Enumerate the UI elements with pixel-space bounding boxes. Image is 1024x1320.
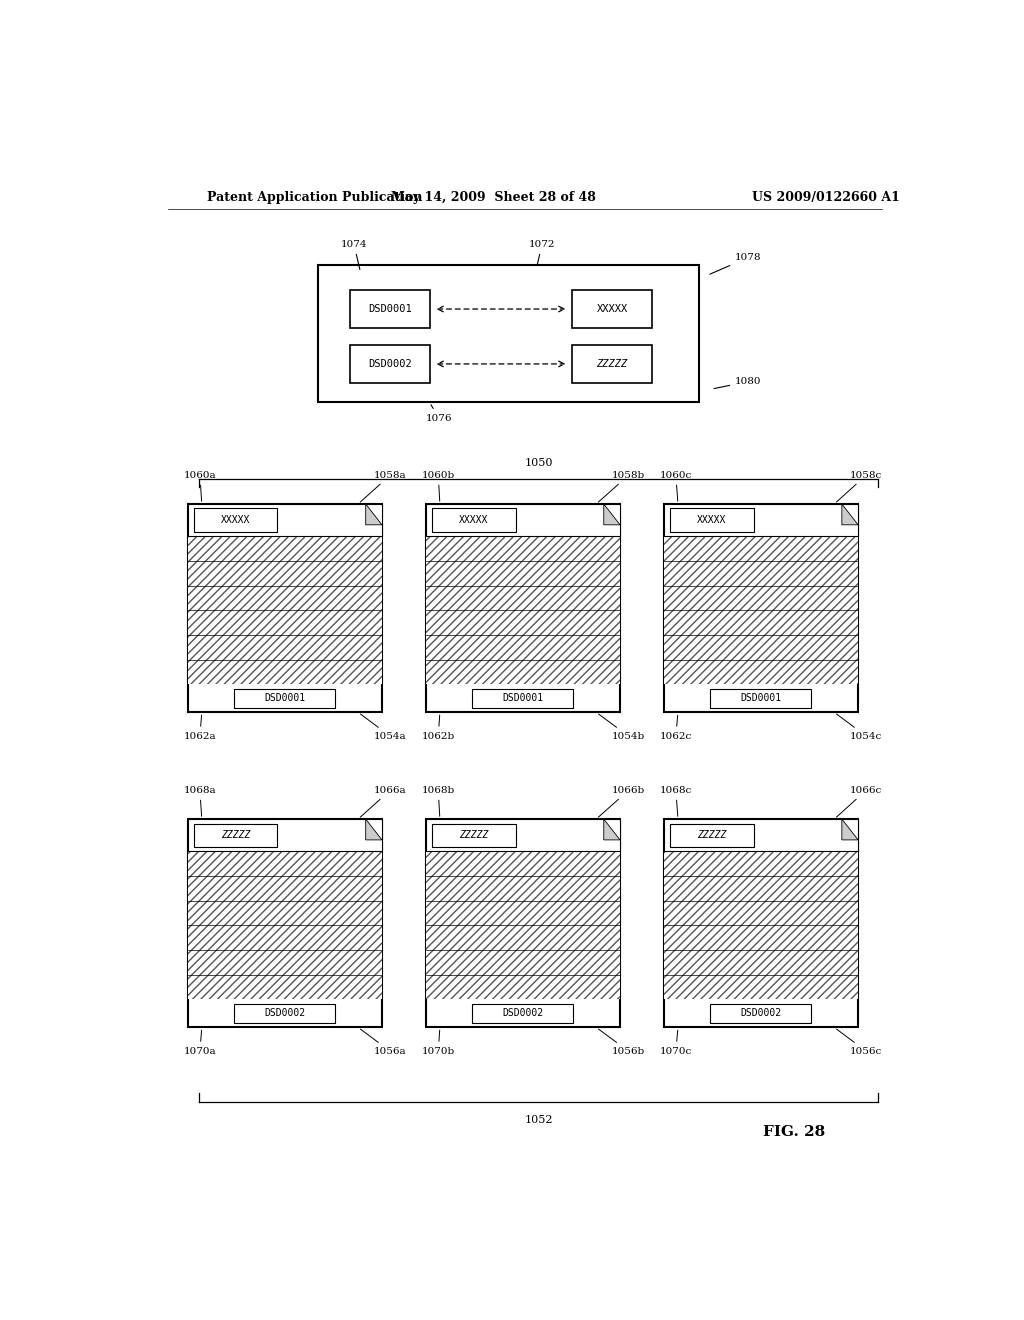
Text: FIG. 28: FIG. 28	[763, 1125, 825, 1139]
Text: XXXXX: XXXXX	[459, 515, 488, 525]
Text: 1058b: 1058b	[598, 470, 645, 502]
Bar	[350, 289, 430, 329]
Bar	[234, 1003, 335, 1023]
Bar	[187, 536, 382, 684]
Bar	[194, 824, 278, 847]
Text: 1070b: 1070b	[422, 1030, 455, 1056]
Text: ZZZZZ: ZZZZZ	[459, 830, 488, 841]
Text: XXXXX: XXXXX	[697, 515, 726, 525]
Bar	[318, 265, 699, 403]
Bar	[426, 851, 621, 999]
Text: DSD0001: DSD0001	[264, 693, 305, 704]
Bar	[426, 504, 621, 536]
Text: 1066c: 1066c	[837, 785, 883, 817]
Text: XXXXX: XXXXX	[221, 515, 250, 525]
Text: ZZZZZ: ZZZZZ	[221, 830, 250, 841]
Bar	[187, 818, 382, 1027]
Bar	[670, 508, 754, 532]
Text: ZZZZZ: ZZZZZ	[697, 830, 726, 841]
Text: 1058a: 1058a	[360, 470, 407, 502]
Text: 1070c: 1070c	[659, 1030, 692, 1056]
Text: 1070a: 1070a	[183, 1030, 216, 1056]
Bar	[234, 689, 335, 708]
Text: 1066a: 1066a	[360, 785, 407, 817]
Text: Patent Application Publication: Patent Application Publication	[207, 190, 423, 203]
Text: DSD0001: DSD0001	[368, 304, 412, 314]
Text: 1054c: 1054c	[837, 714, 883, 741]
Polygon shape	[604, 504, 620, 525]
Text: 1056a: 1056a	[360, 1030, 407, 1056]
Text: 1060c: 1060c	[659, 470, 692, 502]
Text: 1058c: 1058c	[837, 470, 883, 502]
Text: 1054b: 1054b	[598, 714, 645, 741]
Text: DSD0002: DSD0002	[368, 359, 412, 368]
Bar	[664, 851, 858, 999]
Polygon shape	[842, 818, 858, 840]
Text: US 2009/0122660 A1: US 2009/0122660 A1	[753, 190, 900, 203]
Text: May 14, 2009  Sheet 28 of 48: May 14, 2009 Sheet 28 of 48	[390, 190, 596, 203]
Polygon shape	[366, 818, 382, 840]
Text: DSD0001: DSD0001	[740, 693, 781, 704]
Text: 1074: 1074	[341, 240, 368, 269]
Text: 1052: 1052	[524, 1115, 553, 1125]
Text: 1060a: 1060a	[183, 470, 216, 502]
Text: 1060b: 1060b	[422, 470, 455, 502]
Bar	[187, 504, 382, 713]
Bar	[187, 851, 382, 999]
Bar	[670, 824, 754, 847]
Bar	[426, 504, 621, 713]
Text: 1076: 1076	[426, 405, 453, 422]
Bar	[472, 1003, 573, 1023]
Bar	[350, 345, 430, 383]
Text: DSD0001: DSD0001	[502, 693, 544, 704]
Text: XXXXX: XXXXX	[596, 304, 628, 314]
Text: 1072: 1072	[528, 240, 555, 264]
Text: DSD0002: DSD0002	[502, 1008, 544, 1018]
Bar	[187, 818, 382, 851]
Bar	[664, 818, 858, 851]
Bar	[711, 1003, 811, 1023]
Bar	[426, 818, 621, 1027]
Text: ZZZZZ: ZZZZZ	[596, 359, 628, 368]
Text: 1054a: 1054a	[360, 714, 407, 741]
Bar	[187, 504, 382, 536]
Text: 1062b: 1062b	[422, 715, 455, 741]
Polygon shape	[604, 818, 620, 840]
Text: DSD0002: DSD0002	[740, 1008, 781, 1018]
Text: 1056c: 1056c	[837, 1030, 883, 1056]
Text: 1068c: 1068c	[659, 785, 692, 816]
Text: 1056b: 1056b	[598, 1030, 645, 1056]
Text: 1068a: 1068a	[183, 785, 216, 816]
Text: 1066b: 1066b	[598, 785, 645, 817]
Text: 1050: 1050	[524, 458, 553, 469]
Bar	[194, 508, 278, 532]
Bar	[711, 689, 811, 708]
Text: DSD0002: DSD0002	[264, 1008, 305, 1018]
Text: 1068b: 1068b	[422, 785, 455, 816]
Bar	[572, 289, 652, 329]
Polygon shape	[366, 504, 382, 525]
Bar	[432, 508, 515, 532]
Text: 1062a: 1062a	[183, 715, 216, 741]
Bar	[664, 504, 858, 713]
Bar	[572, 345, 652, 383]
Polygon shape	[842, 504, 858, 525]
Bar	[426, 536, 621, 684]
Bar	[664, 818, 858, 1027]
Bar	[432, 824, 515, 847]
Bar	[664, 504, 858, 536]
Text: 1078: 1078	[710, 253, 762, 275]
Bar	[664, 536, 858, 684]
Text: 1062c: 1062c	[659, 715, 692, 741]
Bar	[426, 818, 621, 851]
Text: 1080: 1080	[714, 378, 762, 388]
Bar	[472, 689, 573, 708]
